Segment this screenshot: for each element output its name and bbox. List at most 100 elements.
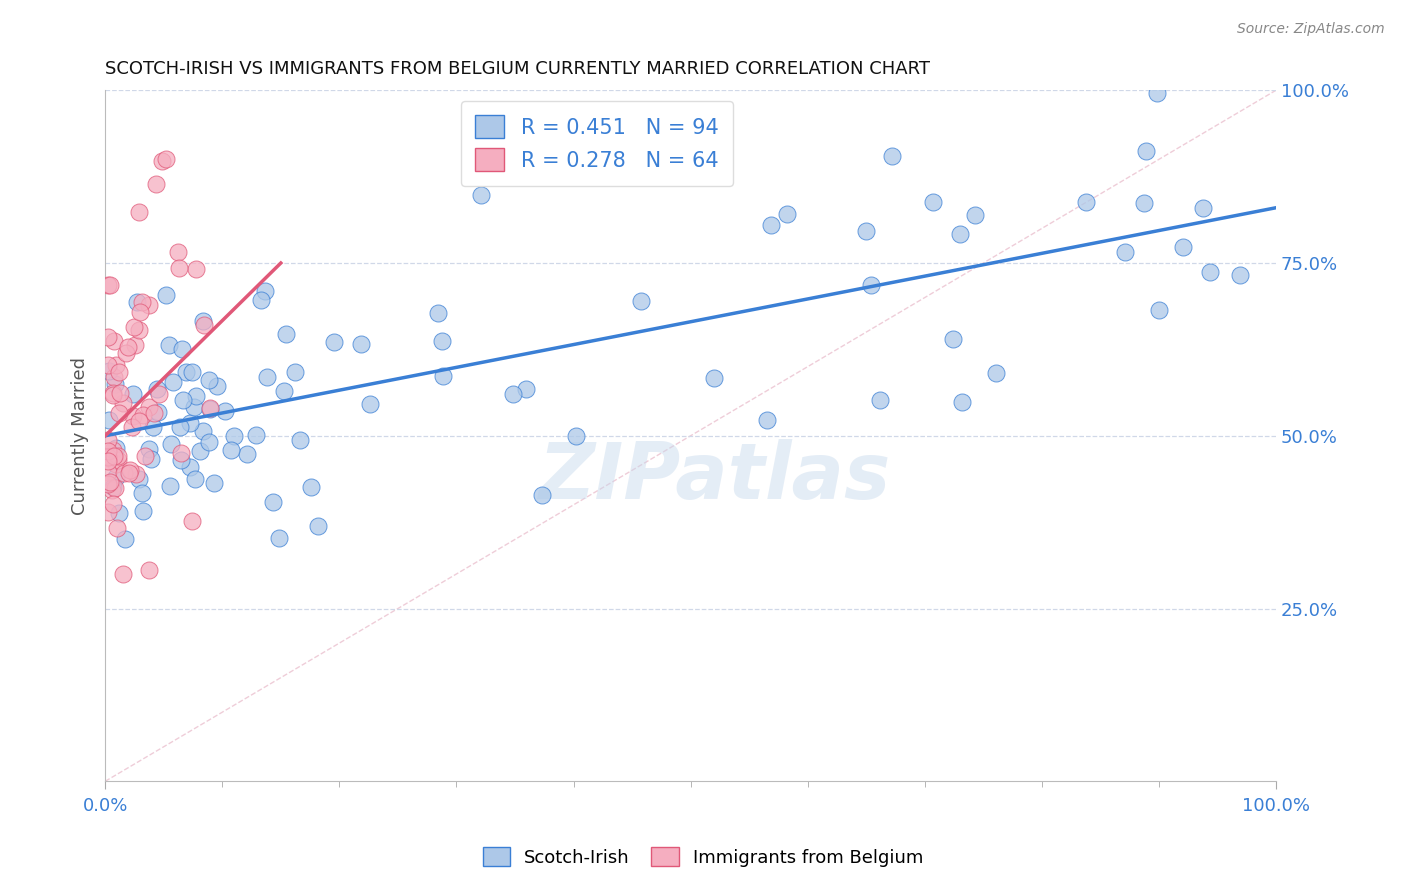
Point bbox=[98, 475, 121, 489]
Point bbox=[107, 452, 129, 467]
Point bbox=[103, 334, 125, 348]
Text: ZIPatlas: ZIPatlas bbox=[538, 439, 890, 516]
Point bbox=[162, 375, 184, 389]
Point bbox=[148, 387, 170, 401]
Point bbox=[104, 376, 127, 391]
Point bbox=[167, 245, 190, 260]
Legend: R = 0.451   N = 94, R = 0.278   N = 64: R = 0.451 N = 94, R = 0.278 N = 64 bbox=[461, 101, 734, 186]
Point bbox=[97, 412, 120, 426]
Point bbox=[128, 323, 150, 337]
Point bbox=[350, 337, 373, 351]
Point bbox=[104, 470, 127, 484]
Point bbox=[96, 433, 118, 447]
Point bbox=[193, 318, 215, 333]
Point bbox=[776, 206, 799, 220]
Point bbox=[183, 400, 205, 414]
Point bbox=[96, 443, 118, 458]
Point bbox=[121, 419, 143, 434]
Point bbox=[118, 463, 141, 477]
Point bbox=[97, 477, 120, 491]
Point bbox=[101, 480, 124, 494]
Point bbox=[169, 419, 191, 434]
Point bbox=[159, 437, 181, 451]
Point bbox=[256, 369, 278, 384]
Point bbox=[138, 298, 160, 312]
Point bbox=[1147, 302, 1170, 317]
Point bbox=[134, 450, 156, 464]
Point bbox=[949, 227, 972, 241]
Point bbox=[307, 519, 329, 533]
Point bbox=[159, 479, 181, 493]
Y-axis label: Currently Married: Currently Married bbox=[72, 357, 89, 515]
Point bbox=[427, 306, 450, 320]
Point bbox=[221, 443, 243, 458]
Point bbox=[167, 260, 190, 275]
Point bbox=[198, 372, 221, 386]
Point bbox=[145, 177, 167, 191]
Point bbox=[155, 287, 177, 301]
Point bbox=[169, 452, 191, 467]
Point bbox=[1199, 265, 1222, 279]
Point bbox=[1146, 87, 1168, 101]
Point bbox=[124, 338, 146, 352]
Point bbox=[502, 387, 524, 401]
Point bbox=[105, 521, 128, 535]
Point bbox=[170, 445, 193, 459]
Legend: Scotch-Irish, Immigrants from Belgium: Scotch-Irish, Immigrants from Belgium bbox=[475, 840, 931, 874]
Point bbox=[142, 420, 165, 434]
Point bbox=[138, 401, 160, 415]
Point bbox=[430, 334, 453, 348]
Point bbox=[98, 277, 121, 292]
Point bbox=[96, 453, 118, 467]
Point bbox=[186, 389, 208, 403]
Point bbox=[869, 392, 891, 407]
Point bbox=[101, 497, 124, 511]
Text: Source: ZipAtlas.com: Source: ZipAtlas.com bbox=[1237, 22, 1385, 37]
Point bbox=[131, 409, 153, 423]
Point bbox=[107, 449, 129, 463]
Point bbox=[96, 465, 118, 479]
Point bbox=[1173, 239, 1195, 253]
Point bbox=[855, 224, 877, 238]
Point bbox=[103, 449, 125, 463]
Point bbox=[104, 482, 127, 496]
Point bbox=[111, 396, 134, 410]
Point bbox=[108, 406, 131, 420]
Point bbox=[565, 429, 588, 443]
Point bbox=[188, 444, 211, 458]
Point bbox=[96, 450, 118, 464]
Point bbox=[114, 532, 136, 546]
Point bbox=[630, 293, 652, 308]
Point bbox=[172, 392, 194, 407]
Point bbox=[96, 450, 118, 465]
Point bbox=[515, 382, 537, 396]
Point bbox=[138, 442, 160, 457]
Point bbox=[235, 447, 257, 461]
Point bbox=[103, 385, 125, 400]
Point bbox=[108, 506, 131, 520]
Point bbox=[96, 358, 118, 372]
Point bbox=[128, 414, 150, 428]
Point bbox=[174, 365, 197, 379]
Point bbox=[139, 451, 162, 466]
Point bbox=[127, 295, 149, 310]
Point bbox=[359, 397, 381, 411]
Point bbox=[172, 343, 194, 357]
Point bbox=[103, 370, 125, 384]
Point bbox=[922, 194, 945, 209]
Point bbox=[214, 404, 236, 418]
Point bbox=[191, 424, 214, 438]
Point bbox=[184, 472, 207, 486]
Point bbox=[253, 285, 276, 299]
Point bbox=[267, 531, 290, 545]
Point bbox=[1114, 244, 1136, 259]
Point bbox=[950, 394, 973, 409]
Point bbox=[112, 566, 135, 581]
Point bbox=[273, 384, 295, 399]
Point bbox=[186, 262, 208, 277]
Point bbox=[224, 429, 246, 443]
Point bbox=[200, 401, 222, 415]
Point bbox=[703, 370, 725, 384]
Point bbox=[112, 467, 135, 481]
Point bbox=[191, 314, 214, 328]
